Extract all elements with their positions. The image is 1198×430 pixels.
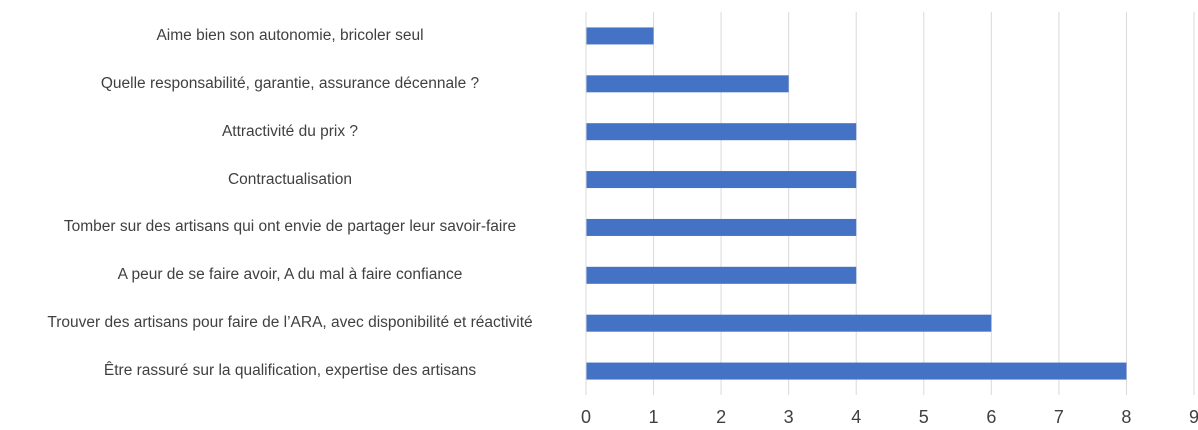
bar: [586, 314, 992, 332]
x-tick-label: 6: [986, 407, 996, 427]
bar: [586, 75, 789, 93]
x-tick-label: 7: [1054, 407, 1064, 427]
y-tick-label: A peur de se faire avoir, A du mal à fai…: [117, 266, 463, 284]
x-tick-label: 3: [784, 407, 794, 427]
y-tick-label: Tomber sur des artisans qui ont envie de…: [63, 218, 517, 236]
x-tick-label: 8: [1121, 407, 1131, 427]
y-tick-label: Aime bien son autonomie, bricoler seul: [156, 26, 424, 44]
bar: [586, 27, 654, 45]
x-tick-label: 2: [716, 407, 726, 427]
x-tick-label: 1: [649, 407, 659, 427]
bar: [586, 266, 857, 284]
y-tick-label: Quelle responsabilité, garantie, assuran…: [100, 74, 480, 92]
y-tick-label: Être rassuré sur la qualification, exper…: [103, 362, 477, 380]
y-tick-label: Contractualisation: [227, 170, 353, 188]
bar: [586, 123, 857, 141]
x-tick-label: 9: [1189, 407, 1198, 427]
x-tick-label: 5: [919, 407, 929, 427]
x-tick-label: 4: [851, 407, 861, 427]
y-tick-label: Attractivité du prix ?: [221, 122, 359, 140]
bar: [586, 171, 857, 189]
y-tick-label: Trouver des artisans pour faire de l’ARA…: [47, 314, 533, 332]
bar: [586, 362, 1127, 380]
x-tick-label: 0: [581, 407, 591, 427]
bar: [586, 218, 857, 236]
